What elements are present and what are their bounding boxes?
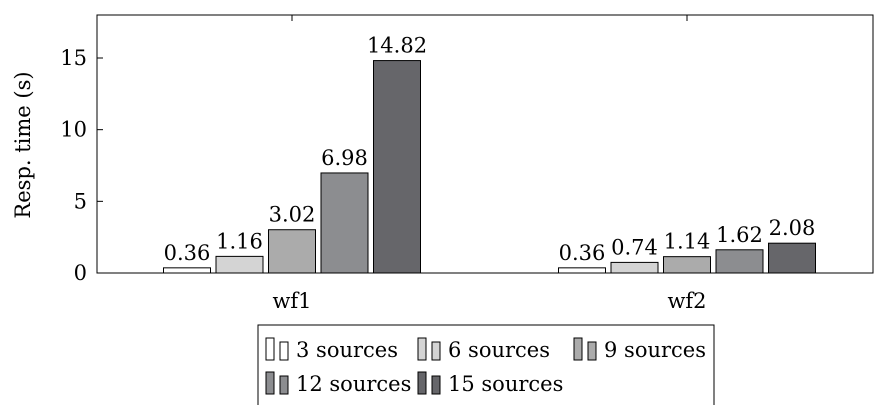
bar — [163, 267, 211, 274]
legend-swatch — [587, 341, 597, 361]
legend-swatch — [431, 375, 441, 395]
data-label: 1.16 — [216, 229, 263, 253]
legend-swatch — [279, 375, 289, 395]
data-label: 0.74 — [611, 235, 658, 259]
y-tick-label: 10 — [60, 118, 87, 142]
y-axis-label: Resp. time (s) — [11, 71, 35, 218]
legend-swatch — [417, 371, 427, 395]
x-tick-label: wf2 — [667, 289, 706, 313]
legend-label: 12 sources — [296, 372, 411, 396]
legend-label: 9 sources — [604, 338, 706, 362]
legend-swatch — [265, 337, 275, 361]
plot-frame — [96, 14, 874, 274]
legend-swatch — [265, 371, 275, 395]
bar — [320, 172, 369, 274]
bar — [268, 229, 316, 274]
legend-swatch — [431, 341, 441, 361]
data-label: 0.36 — [164, 241, 211, 265]
data-label: 14.82 — [367, 34, 427, 58]
bars — [163, 60, 816, 274]
data-label: 2.08 — [769, 216, 816, 240]
data-label: 3.02 — [269, 203, 316, 227]
legend-box — [257, 324, 715, 405]
legend-label: 15 sources — [448, 372, 563, 396]
legend-swatch — [417, 337, 427, 361]
bar — [373, 60, 421, 274]
bar — [215, 255, 264, 274]
bar — [663, 256, 711, 274]
legend-label: 6 sources — [448, 338, 550, 362]
y-tick-label: 5 — [74, 189, 87, 213]
y-tick-label: 0 — [74, 261, 87, 285]
data-label: 1.14 — [664, 230, 711, 254]
bar — [610, 261, 659, 274]
x-tick-label: wf1 — [272, 289, 311, 313]
bar — [768, 242, 816, 274]
bar — [715, 249, 764, 274]
data-label: 1.62 — [716, 223, 763, 247]
data-label: 0.36 — [559, 241, 606, 265]
legend-label: 3 sources — [296, 338, 398, 362]
legend-swatch — [573, 337, 583, 361]
legend-swatch — [279, 341, 289, 361]
legend: 3 sources 6 sources 9 sources 12 sources 15 … — [257, 324, 715, 405]
y-tick-label: 15 — [60, 46, 87, 70]
data-label: 6.98 — [321, 146, 368, 170]
axes: 0 5 10 15 wf1 wf2 — [60, 14, 874, 313]
bar — [558, 267, 606, 274]
